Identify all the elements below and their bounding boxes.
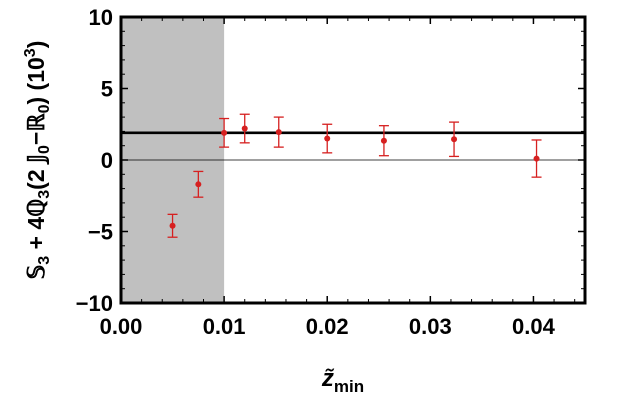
y-axis-label-part: ) (10 (23, 57, 49, 104)
data-point (219, 117, 230, 148)
y-axis-label: 𝕊3 + 4ℚ3(2 𝕁0−ℝ0) (103) (22, 41, 53, 280)
x-axis-label-sub: min (334, 377, 364, 396)
data-marker (533, 155, 540, 162)
y-tick-label: −5 (88, 220, 113, 245)
y-axis-label-part: − (23, 132, 49, 145)
data-point (167, 213, 178, 238)
y-tick-label: 0 (101, 148, 113, 173)
data-points-group (167, 113, 542, 238)
data-marker (195, 181, 202, 188)
y-tick-label: −10 (76, 291, 113, 316)
data-point (531, 139, 542, 178)
x-tick-label: 0.03 (409, 314, 452, 339)
y-axis-label-part: 3 (36, 256, 53, 265)
data-point (193, 170, 204, 198)
x-axis-label-main: z̃ (321, 365, 335, 392)
data-point (449, 121, 460, 158)
reference-lines-group (121, 131, 585, 161)
data-marker (324, 135, 331, 142)
x-tick-label: 0.01 (203, 314, 246, 339)
y-axis-label-part: 𝕁 (23, 154, 50, 165)
x-tick-label: 0.02 (306, 314, 349, 339)
data-marker (275, 129, 282, 136)
data-point (378, 125, 389, 157)
y-axis-label-part: 3 (36, 190, 53, 199)
data-point (273, 116, 284, 148)
data-marker (241, 125, 248, 132)
y-axis-label-part: (2 (23, 163, 49, 190)
data-point (239, 113, 250, 144)
y-axis-label-part: 0 (36, 145, 53, 154)
y-tick-label: 10 (89, 5, 113, 30)
data-marker (451, 136, 458, 143)
x-tick-label: 0.04 (512, 314, 556, 339)
data-point (322, 123, 333, 154)
x-tick-label: 0.00 (100, 314, 143, 339)
y-axis-label-part: 𝕊 (23, 265, 49, 280)
y-axis-label-part: ℚ (23, 199, 49, 217)
y-axis-label-part: 0 (36, 104, 53, 113)
tick-labels-group: 0.00 0.01 0.02 0.03 0.04 −10 −5 0 5 10 (76, 5, 556, 339)
y-axis-label-part: + 4 (23, 217, 49, 256)
y-tick-label: 5 (101, 77, 113, 102)
y-axis-label-part: ) (23, 41, 49, 49)
y-axis-label-part: 3 (22, 48, 39, 57)
y-axis-label-part: ℝ (23, 113, 49, 132)
data-marker (380, 137, 387, 144)
data-marker (169, 222, 176, 229)
data-marker (221, 129, 228, 136)
plot-frame (119, 15, 587, 305)
x-axis-label: z̃min (321, 365, 364, 396)
